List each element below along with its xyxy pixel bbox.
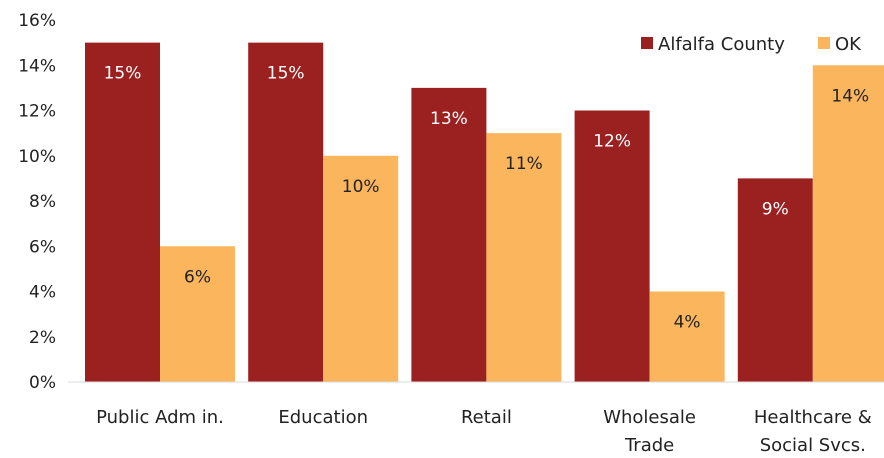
legend-label: Alfalfa County (658, 34, 785, 55)
legend-swatch (818, 37, 830, 49)
legend-label: OK (835, 34, 862, 55)
bar (85, 42, 160, 382)
category-label: Trade (624, 435, 674, 456)
category-label: Public Adm in. (96, 407, 224, 428)
data-label: 9% (762, 199, 789, 219)
bar (160, 246, 235, 382)
y-tick-label: 14% (18, 56, 56, 76)
category-label: Retail (461, 407, 512, 428)
y-tick-label: 10% (18, 147, 56, 167)
data-label: 10% (342, 177, 380, 197)
bar (812, 65, 884, 382)
bar (411, 87, 487, 382)
data-label: 15% (267, 64, 305, 84)
bar (248, 42, 324, 382)
data-label: 12% (593, 132, 631, 152)
data-label: 6% (184, 267, 211, 287)
y-tick-label: 8% (29, 192, 56, 212)
legend-swatch (641, 37, 653, 49)
y-tick-label: 16% (18, 11, 56, 31)
category-label: Healthcare & (754, 407, 872, 428)
data-label: 13% (430, 109, 468, 129)
data-label: 11% (505, 154, 543, 174)
category-label: Education (278, 407, 368, 428)
y-tick-label: 2% (29, 328, 56, 348)
bar (649, 291, 725, 382)
bar (737, 178, 813, 382)
data-label: 4% (674, 313, 701, 333)
category-label: Wholesale (603, 407, 696, 428)
y-tick-label: 0% (29, 373, 56, 393)
y-tick-label: 4% (29, 283, 56, 303)
y-tick-label: 6% (29, 237, 56, 257)
bar (486, 133, 562, 382)
category-label: Social Svcs. (760, 435, 866, 456)
data-label: 14% (831, 86, 869, 106)
data-label: 15% (104, 64, 142, 84)
y-tick-label: 12% (18, 102, 56, 122)
bar (323, 155, 399, 382)
bar (574, 110, 650, 382)
